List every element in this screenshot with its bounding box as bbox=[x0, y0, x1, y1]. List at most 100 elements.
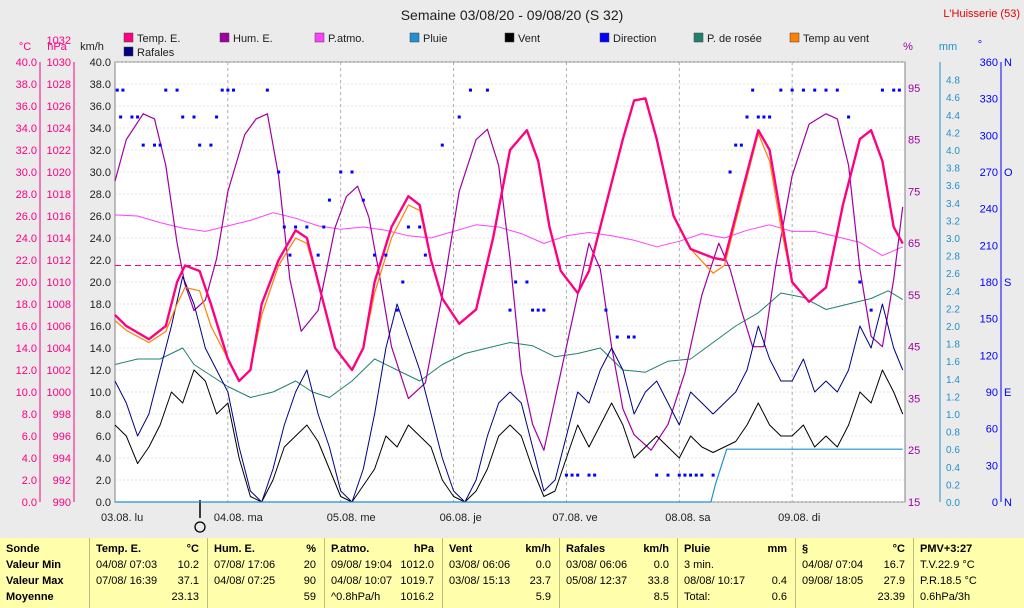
stats-value: 0.0 bbox=[653, 559, 669, 571]
tick-label-rain: 3.6 bbox=[946, 181, 960, 192]
stats-col-ressenti: § °C 04/08/ 07:04 16.7 09/08/ 18:05 27.9 23… bbox=[795, 538, 913, 608]
direction-point bbox=[153, 143, 156, 147]
direction-point bbox=[121, 88, 125, 92]
stats-time: 05/08/ 12:37 bbox=[566, 575, 628, 587]
tick-label-temp: 4.0 bbox=[22, 453, 37, 465]
direction-point bbox=[627, 335, 630, 339]
tick-label-wind: 18.0 bbox=[90, 299, 111, 311]
tick-label-dir: 150 bbox=[980, 314, 998, 326]
stats-value: 0.6 bbox=[771, 591, 787, 603]
compass-label: S bbox=[1004, 277, 1011, 289]
stats-time: 03/08/ 15:13 bbox=[449, 575, 511, 587]
tick-label-wind: 8.0 bbox=[96, 409, 111, 421]
stats-time: 04/08/ 07:04 bbox=[802, 559, 864, 571]
legend-swatch bbox=[599, 32, 610, 43]
direction-point bbox=[564, 473, 568, 477]
stats-value: 1019.7 bbox=[400, 575, 434, 587]
axis-unit-press: hPa bbox=[47, 41, 67, 53]
tick-label-press: 1032 bbox=[47, 35, 71, 47]
direction-point bbox=[880, 88, 884, 92]
legend-swatch bbox=[123, 32, 134, 43]
stats-col-sonde: Sonde Valeur Min Valeur Max Moyenne bbox=[0, 538, 89, 608]
tick-label-dir: 330 bbox=[980, 94, 998, 106]
stats-value: 1016.2 bbox=[400, 591, 434, 603]
tick-label-press: 1026 bbox=[47, 101, 71, 113]
tick-label-temp: 20.0 bbox=[16, 277, 37, 289]
direction-point bbox=[181, 115, 185, 119]
stats-value: 90 bbox=[303, 575, 316, 587]
tick-label-rain: 0.2 bbox=[946, 480, 960, 491]
direction-point bbox=[119, 115, 123, 119]
direction-point bbox=[288, 253, 292, 257]
legend-swatch bbox=[409, 32, 420, 43]
tick-label-temp: 28.0 bbox=[16, 189, 37, 201]
tick-label-rain: 4.6 bbox=[946, 93, 960, 104]
series-line-p-atmo- bbox=[114, 212, 903, 257]
tick-label-rain: 4.8 bbox=[946, 76, 960, 87]
tick-label-temp: 30.0 bbox=[16, 167, 37, 179]
tick-label-wind: 2.0 bbox=[96, 475, 111, 487]
stats-value: 1012.0 bbox=[400, 559, 434, 571]
direction-point bbox=[164, 88, 168, 92]
stats-value: 23.7 bbox=[529, 575, 551, 587]
direction-point bbox=[401, 280, 405, 284]
direction-point bbox=[514, 280, 518, 284]
station-name: L'Huisserie (53) bbox=[943, 8, 1020, 20]
direction-point bbox=[440, 143, 444, 147]
day-label: 04.08. ma bbox=[214, 512, 264, 524]
stats-time: 08/08/ 10:17 bbox=[684, 575, 746, 587]
stats-time: 3 min. bbox=[684, 559, 714, 571]
direction-point bbox=[751, 88, 755, 92]
direction-point bbox=[485, 88, 489, 92]
day-label: 06.08. je bbox=[440, 512, 482, 524]
direction-point bbox=[277, 170, 281, 174]
direction-point bbox=[576, 473, 580, 477]
direction-point bbox=[232, 88, 235, 92]
direction-point bbox=[350, 170, 354, 174]
direction-point bbox=[175, 88, 179, 92]
direction-point bbox=[694, 473, 698, 477]
tick-label-dir: 0 bbox=[992, 497, 998, 509]
tick-label-press: 1016 bbox=[47, 211, 71, 223]
axis-unit-temp: °C bbox=[19, 41, 31, 53]
direction-point bbox=[395, 308, 399, 312]
tick-label-wind: 0.0 bbox=[96, 497, 111, 509]
stats-time: 09/08/ 18:05 bbox=[802, 575, 864, 587]
stats-table: Sonde Valeur Min Valeur Max Moyenne Temp… bbox=[0, 538, 1024, 608]
tick-label-rain: 1.4 bbox=[946, 375, 960, 386]
series-line-p-de-ros-e bbox=[114, 290, 903, 398]
tick-label-rain: 2.0 bbox=[946, 322, 960, 333]
weather-chart: Semaine 03/08/20 - 09/08/20 (S 32) L'Huis… bbox=[16, 7, 1020, 533]
tick-label-dir: 120 bbox=[980, 350, 998, 362]
direction-point bbox=[615, 335, 619, 339]
tick-label-wind: 34.0 bbox=[90, 123, 111, 135]
direction-point bbox=[745, 115, 749, 119]
tick-label-dir: 270 bbox=[980, 167, 998, 179]
direction-point bbox=[892, 88, 896, 92]
day-label: 08.08. sa bbox=[665, 512, 711, 524]
direction-point bbox=[294, 225, 298, 229]
direction-point bbox=[768, 115, 772, 119]
tick-label-hum: 25 bbox=[908, 445, 920, 457]
direction-point bbox=[265, 88, 269, 92]
stats-head: Hum. E. bbox=[214, 543, 255, 555]
time-marker bbox=[194, 521, 206, 533]
tick-label-rain: 0.6 bbox=[946, 445, 960, 456]
direction-point bbox=[361, 198, 365, 202]
tick-label-wind: 36.0 bbox=[90, 101, 111, 113]
tick-label-rain: 2.2 bbox=[946, 304, 960, 315]
direction-point bbox=[858, 280, 862, 284]
stats-value: 0.6hPa/3h bbox=[920, 591, 971, 603]
tick-label-temp: 10.0 bbox=[16, 387, 37, 399]
stats-value: 0.0 bbox=[535, 559, 551, 571]
stats-time: 03/08/ 06:06 bbox=[566, 559, 628, 571]
stats-unit: km/h bbox=[525, 543, 551, 555]
legend-label: Temp au vent bbox=[803, 33, 869, 45]
direction-point bbox=[327, 198, 331, 202]
compass-label: O bbox=[1004, 167, 1013, 179]
direction-point bbox=[779, 88, 783, 92]
stats-unit: mm bbox=[767, 543, 787, 555]
tick-label-hum: 75 bbox=[908, 186, 920, 198]
tick-label-press: 998 bbox=[53, 409, 71, 421]
tick-label-press: 1014 bbox=[47, 233, 71, 245]
